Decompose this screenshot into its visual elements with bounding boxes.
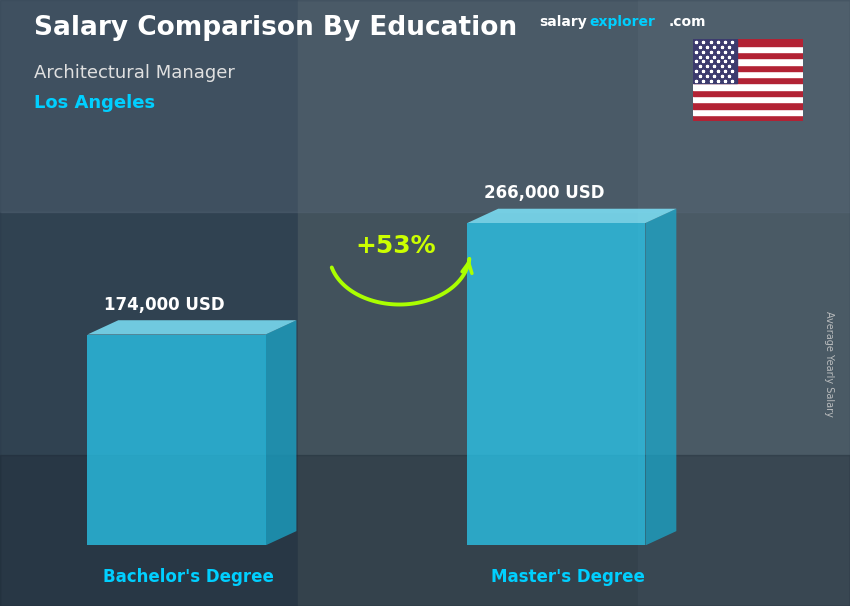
Text: 174,000 USD: 174,000 USD [105, 296, 225, 314]
Text: Salary Comparison By Education: Salary Comparison By Education [34, 15, 517, 41]
Bar [693, 96, 803, 102]
Text: .com: .com [669, 15, 706, 29]
Bar [693, 77, 803, 84]
FancyBboxPatch shape [468, 223, 645, 545]
Bar [0, 454, 850, 606]
Bar [693, 58, 803, 65]
FancyBboxPatch shape [88, 335, 265, 545]
Bar [693, 39, 737, 84]
Bar [693, 65, 803, 71]
Polygon shape [468, 208, 677, 223]
Text: salary: salary [540, 15, 587, 29]
Text: Average Yearly Salary: Average Yearly Salary [824, 311, 834, 416]
Bar [0, 0, 298, 606]
Bar [693, 39, 803, 45]
Text: +53%: +53% [355, 234, 436, 258]
Bar [693, 52, 803, 58]
Bar [693, 90, 803, 96]
Text: Master's Degree: Master's Degree [491, 568, 645, 586]
Text: 266,000 USD: 266,000 USD [484, 184, 605, 202]
Bar [693, 71, 803, 77]
Bar [693, 84, 803, 90]
Text: Bachelor's Degree: Bachelor's Degree [103, 568, 274, 586]
Text: Architectural Manager: Architectural Manager [34, 64, 235, 82]
Bar [693, 102, 803, 108]
Bar [693, 115, 803, 121]
Bar [298, 0, 638, 606]
Polygon shape [265, 320, 297, 545]
Text: Los Angeles: Los Angeles [34, 94, 155, 112]
Bar [693, 45, 803, 52]
Text: explorer: explorer [589, 15, 654, 29]
Polygon shape [645, 208, 677, 545]
Polygon shape [88, 320, 297, 335]
Bar [0, 0, 850, 212]
Bar [638, 0, 850, 606]
Bar [693, 108, 803, 115]
